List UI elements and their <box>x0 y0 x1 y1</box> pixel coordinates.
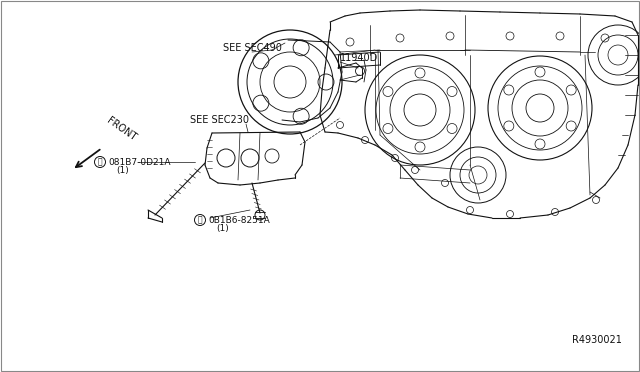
Circle shape <box>95 157 106 167</box>
Text: 081B7-0D21A: 081B7-0D21A <box>108 157 170 167</box>
Text: Ⓐ: Ⓐ <box>98 157 102 167</box>
Text: FRONT: FRONT <box>105 116 138 143</box>
Text: (1): (1) <box>216 224 228 232</box>
Circle shape <box>195 215 205 225</box>
Text: SEE SEC490: SEE SEC490 <box>223 43 282 53</box>
Text: SEE SEC230: SEE SEC230 <box>190 115 249 125</box>
Text: 0B1B6-8251A: 0B1B6-8251A <box>208 215 269 224</box>
Text: R4930021: R4930021 <box>572 335 622 345</box>
Text: 11940D: 11940D <box>340 53 378 63</box>
Text: (1): (1) <box>116 166 129 174</box>
Text: Ⓑ: Ⓑ <box>198 215 202 224</box>
